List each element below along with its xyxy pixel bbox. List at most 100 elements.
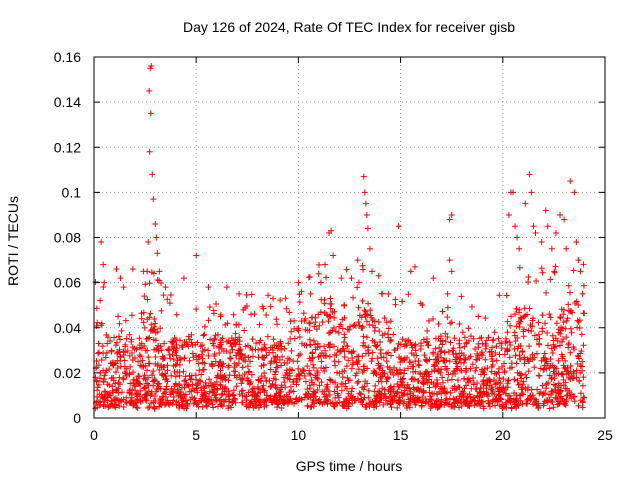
data-point	[288, 347, 295, 354]
data-point	[168, 385, 175, 392]
data-point	[112, 394, 119, 401]
data-point	[395, 340, 402, 347]
data-point	[110, 359, 117, 366]
data-point	[351, 321, 358, 328]
data-point	[530, 401, 537, 408]
data-point	[172, 373, 179, 380]
data-point	[258, 373, 265, 380]
data-point	[104, 340, 111, 347]
data-point	[366, 245, 373, 252]
data-point	[353, 370, 360, 377]
data-point	[160, 292, 167, 299]
data-point	[551, 344, 558, 351]
data-point	[175, 399, 182, 406]
data-point	[580, 374, 587, 381]
data-point	[169, 339, 176, 346]
data-point	[580, 394, 587, 401]
data-point	[576, 325, 583, 332]
data-point	[383, 358, 390, 365]
data-point	[436, 389, 443, 396]
data-point	[233, 321, 240, 328]
data-point	[362, 308, 369, 315]
data-point	[355, 279, 362, 286]
data-point	[548, 245, 555, 252]
data-point	[414, 397, 421, 404]
data-point	[341, 339, 348, 346]
data-point	[464, 376, 471, 383]
data-point	[256, 339, 263, 346]
data-point	[387, 338, 394, 345]
data-point	[461, 356, 468, 363]
data-point	[444, 377, 451, 384]
data-point	[504, 329, 511, 336]
data-point	[346, 397, 353, 404]
data-point	[491, 377, 498, 384]
data-point	[129, 312, 136, 319]
data-point	[162, 284, 169, 291]
data-point	[568, 329, 575, 336]
data-point	[331, 308, 338, 315]
data-point	[264, 333, 271, 340]
data-point	[547, 314, 554, 321]
chart-title: Day 126 of 2024, Rate Of TEC Index for r…	[183, 19, 515, 35]
data-point	[475, 313, 482, 320]
data-point	[159, 396, 166, 403]
data-point	[226, 396, 233, 403]
data-point	[552, 394, 559, 401]
data-point	[270, 375, 277, 382]
data-point	[577, 268, 584, 275]
data-point	[365, 387, 372, 394]
data-point	[354, 379, 361, 386]
data-point	[373, 343, 380, 350]
data-point	[241, 371, 248, 378]
data-point	[95, 350, 102, 357]
data-point	[547, 356, 554, 363]
data-point	[354, 395, 361, 402]
data-point	[420, 380, 427, 387]
data-point	[338, 275, 345, 282]
data-point	[443, 395, 450, 402]
data-point	[311, 400, 318, 407]
data-point	[465, 325, 472, 332]
data-point	[100, 376, 107, 383]
data-point	[513, 305, 520, 312]
data-point	[181, 339, 188, 346]
data-point	[465, 375, 472, 382]
data-point	[492, 402, 499, 409]
data-point	[484, 365, 491, 372]
data-point	[115, 385, 122, 392]
data-point	[445, 348, 452, 355]
data-point	[553, 395, 560, 402]
data-point	[209, 361, 216, 368]
data-point	[274, 321, 281, 328]
data-point	[185, 333, 192, 340]
data-point	[102, 391, 109, 398]
data-point	[570, 344, 577, 351]
data-point	[391, 347, 398, 354]
data-point	[457, 344, 464, 351]
data-point	[166, 300, 173, 307]
data-point	[495, 335, 502, 342]
data-point	[566, 289, 573, 296]
data-point	[355, 304, 362, 311]
data-point	[465, 379, 472, 386]
data-point	[211, 336, 218, 343]
data-point	[215, 344, 222, 351]
data-point	[557, 211, 564, 218]
data-point	[563, 392, 570, 399]
data-point	[336, 348, 343, 355]
data-point	[139, 357, 146, 364]
data-point	[561, 364, 568, 371]
data-point	[511, 345, 518, 352]
data-point	[228, 343, 235, 350]
data-point	[248, 291, 255, 298]
data-point	[148, 63, 155, 70]
data-point	[535, 319, 542, 326]
data-point	[244, 378, 251, 385]
data-point	[391, 364, 398, 371]
data-point	[130, 379, 137, 386]
data-point	[200, 332, 207, 339]
data-point	[321, 388, 328, 395]
data-point	[565, 301, 572, 308]
data-point	[134, 393, 141, 400]
